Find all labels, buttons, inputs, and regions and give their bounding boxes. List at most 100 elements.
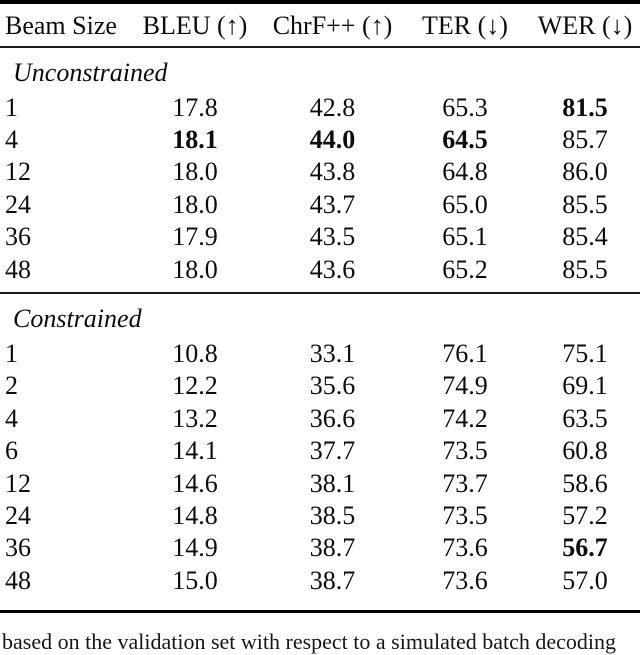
beam-size-cell: 2 (5, 371, 18, 401)
table-top-rule (0, 0, 640, 4)
chrf-cell: 33.1 (309, 338, 356, 368)
ter-cell: 64.8 (442, 157, 488, 187)
ter-cell: 74.2 (442, 403, 488, 433)
ter-cell: 73.6 (442, 533, 488, 563)
ter-cell: 73.5 (442, 500, 488, 530)
wer-cell: 85.4 (562, 222, 608, 252)
bleu-cell: 14.1 (172, 436, 218, 466)
ter-cell: 73.5 (442, 436, 488, 466)
bleu-cell: 14.6 (172, 468, 218, 498)
chrf-cell: 42.8 (309, 92, 356, 122)
beam-size-cell: 24 (5, 189, 31, 219)
beam-size-cell: 12 (5, 157, 31, 187)
wer-cell: 81.5 (562, 92, 608, 122)
table-row: 1 10.8 33.1 76.1 75.1 (0, 338, 640, 370)
ter-cell: 65.0 (442, 189, 488, 219)
beam-size-cell: 12 (5, 468, 31, 498)
ter-cell: 65.1 (442, 222, 488, 252)
column-header-ter: TER (↓) (400, 3, 530, 48)
table-row: 24 14.8 38.5 73.5 57.2 (0, 500, 640, 532)
wer-cell: 69.1 (562, 371, 608, 401)
chrf-cell: 38.1 (309, 468, 356, 498)
table-row: 12 14.6 38.1 73.7 58.6 (0, 468, 640, 500)
column-header-wer: WER (↓) (530, 3, 640, 48)
section-row-unconstrained: Unconstrained (0, 47, 640, 92)
table-row: 48 15.0 38.7 73.6 57.0 (0, 565, 640, 603)
table-bottom-rule (0, 610, 640, 614)
ter-cell: 73.7 (442, 468, 488, 498)
wer-cell: 85.5 (562, 189, 608, 219)
beam-size-cell: 36 (5, 222, 31, 252)
table-row: 6 14.1 37.7 73.5 60.8 (0, 435, 640, 467)
table-row: 36 17.9 43.5 65.1 85.4 (0, 221, 640, 253)
table-row: 1 17.8 42.8 65.3 81.5 (0, 92, 640, 124)
chrf-cell: 35.6 (309, 371, 356, 401)
table-row: 4 18.1 44.0 64.5 85.7 (0, 124, 640, 156)
bleu-cell: 18.1 (172, 124, 218, 154)
wer-cell: 86.0 (562, 157, 608, 187)
column-header-beam-size: Beam Size (0, 3, 125, 48)
beam-size-cell: 4 (5, 403, 18, 433)
bleu-cell: 10.8 (172, 338, 218, 368)
column-header-chrf: ChrF++ (↑) (265, 3, 400, 48)
caption-fragment-clipped: based on the validation set with respect… (0, 629, 640, 655)
ter-cell: 65.3 (442, 92, 488, 122)
wer-cell: 85.7 (562, 124, 608, 154)
chrf-cell: 43.7 (309, 189, 356, 219)
chrf-cell: 37.7 (309, 436, 356, 466)
chrf-cell: 38.7 (309, 533, 356, 563)
wer-cell: 60.8 (562, 436, 608, 466)
ter-cell: 65.2 (442, 254, 488, 284)
chrf-cell: 43.5 (309, 222, 356, 252)
wer-cell: 75.1 (562, 338, 608, 368)
chrf-cell: 38.5 (309, 500, 356, 530)
table-row: 24 18.0 43.7 65.0 85.5 (0, 189, 640, 221)
bleu-cell: 18.0 (172, 254, 218, 284)
table-row: 36 14.9 38.7 73.6 56.7 (0, 532, 640, 564)
wer-cell: 57.2 (562, 500, 608, 530)
chrf-cell: 43.6 (309, 254, 356, 284)
chrf-cell: 36.6 (309, 403, 356, 433)
wer-cell: 57.0 (562, 565, 608, 595)
ter-cell: 64.5 (442, 124, 488, 154)
bleu-cell: 13.2 (172, 403, 218, 433)
section-label: Constrained (0, 291, 640, 338)
table-row: 48 18.0 43.6 65.2 85.5 (0, 254, 640, 293)
ter-cell: 74.9 (442, 371, 488, 401)
beam-size-cell: 48 (5, 254, 31, 284)
bleu-cell: 18.0 (172, 157, 218, 187)
chrf-cell: 38.7 (309, 565, 356, 595)
beam-size-cell: 48 (5, 565, 31, 595)
column-header-bleu: BLEU (↑) (125, 3, 265, 48)
wer-cell: 85.5 (562, 254, 608, 284)
wer-cell: 63.5 (562, 403, 608, 433)
beam-size-cell: 4 (5, 124, 18, 154)
bleu-cell: 17.9 (172, 222, 218, 252)
bleu-cell: 18.0 (172, 189, 218, 219)
table-header-row: Beam Size BLEU (↑) ChrF++ (↑) TER (↓) WE… (0, 3, 640, 48)
bleu-cell: 14.8 (172, 500, 218, 530)
caption-text: based on the validation set with respect… (2, 629, 616, 655)
wer-cell: 56.7 (562, 533, 608, 563)
beam-size-cell: 24 (5, 500, 31, 530)
table-row: 12 18.0 43.8 64.8 86.0 (0, 156, 640, 188)
beam-size-results-table: Beam Size BLEU (↑) ChrF++ (↑) TER (↓) WE… (0, 3, 640, 604)
wer-cell: 58.6 (562, 468, 608, 498)
beam-size-cell: 1 (5, 338, 18, 368)
chrf-cell: 43.8 (309, 157, 356, 187)
chrf-cell: 44.0 (309, 124, 356, 154)
beam-size-cell: 6 (5, 436, 18, 466)
bleu-cell: 17.8 (172, 92, 218, 122)
table-row: 2 12.2 35.6 74.9 69.1 (0, 370, 640, 402)
bleu-cell: 14.9 (172, 533, 218, 563)
table-row: 4 13.2 36.6 74.2 63.5 (0, 403, 640, 435)
ter-cell: 73.6 (442, 565, 488, 595)
bleu-cell: 15.0 (172, 565, 218, 595)
beam-size-cell: 1 (5, 92, 18, 122)
beam-size-cell: 36 (5, 533, 31, 563)
section-label: Unconstrained (13, 57, 168, 87)
ter-cell: 76.1 (442, 338, 488, 368)
section-row-constrained: Constrained (0, 291, 640, 338)
bleu-cell: 12.2 (172, 371, 218, 401)
